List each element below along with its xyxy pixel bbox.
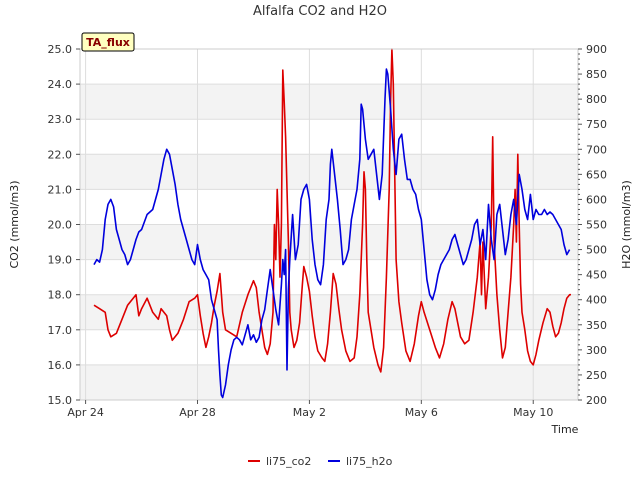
y-tick-label: 20.0 (48, 219, 73, 232)
y2-tick-label: 800 (586, 93, 607, 106)
y2-axis-ticks: 200 250 300 350 400 450 500 550 600 650 700 750 800 8… (578, 43, 607, 407)
y2-tick-label: 500 (586, 244, 607, 257)
legend: li75_co2 li75_h2o (248, 455, 393, 468)
plot-bands (80, 84, 578, 400)
x-tick-label: May 2 (293, 406, 326, 419)
x-tick-label: Apr 28 (179, 406, 216, 419)
x-axis-label: Time (551, 423, 579, 436)
y2-tick-label: 550 (586, 219, 607, 232)
y2-tick-label: 700 (586, 143, 607, 156)
y2-tick-label: 750 (586, 118, 607, 131)
y-tick-label: 21.0 (48, 183, 73, 196)
badge-box (81, 32, 135, 52)
x-tick-label: May 6 (405, 406, 438, 419)
y2-tick-label: 650 (586, 168, 607, 181)
y-axis-label: CO2 (mmol/m3) (8, 180, 21, 268)
y2-tick-label: 600 (586, 193, 607, 206)
y2-tick-label: 900 (586, 43, 607, 56)
y2-tick-label: 300 (586, 344, 607, 357)
y2-tick-label: 400 (586, 294, 607, 307)
series-line-li75_h2o (93, 68, 571, 399)
y-axis-ticks: 15.0 16.0 17.0 18.0 19.0 20.0 21.0 22.0 23.0 24.0… (48, 43, 80, 407)
legend-label-li75_h2o: li75_h2o (346, 455, 393, 468)
x-axis-ticks: Apr 24 Apr 28 May 2 May 6 May 10 (67, 400, 553, 419)
plot-band (80, 84, 578, 120)
ta-flux-badge: TA_flux (81, 32, 135, 52)
badge-text: TA_flux (86, 36, 130, 49)
y2-tick-label: 850 (586, 68, 607, 81)
y-tick-label: 15.0 (48, 394, 73, 407)
legend-label-li75_co2: li75_co2 (266, 455, 311, 468)
plot-band (80, 364, 578, 400)
series-layer (93, 48, 571, 399)
y-tick-label: 24.0 (48, 78, 73, 91)
y2-tick-label: 350 (586, 319, 607, 332)
y-tick-label: 25.0 (48, 43, 73, 56)
y-tick-label: 16.0 (48, 359, 73, 372)
x-tick-label: Apr 24 (67, 406, 104, 419)
chart-title: Alfalfa CO2 and H2O (253, 4, 387, 19)
y2-tick-label: 250 (586, 369, 607, 382)
y2-tick-label: 450 (586, 269, 607, 282)
y-tick-label: 17.0 (48, 324, 73, 337)
y-tick-label: 22.0 (48, 148, 73, 161)
y2-axis-label: H2O (mmol/m3) (620, 180, 633, 269)
series-line-li75_co2 (93, 48, 571, 373)
y-tick-label: 23.0 (48, 113, 73, 126)
x-tick-label: May 10 (513, 406, 553, 419)
y2-tick-label: 200 (586, 394, 607, 407)
y-tick-label: 19.0 (48, 254, 73, 267)
y-tick-label: 18.0 (48, 289, 73, 302)
